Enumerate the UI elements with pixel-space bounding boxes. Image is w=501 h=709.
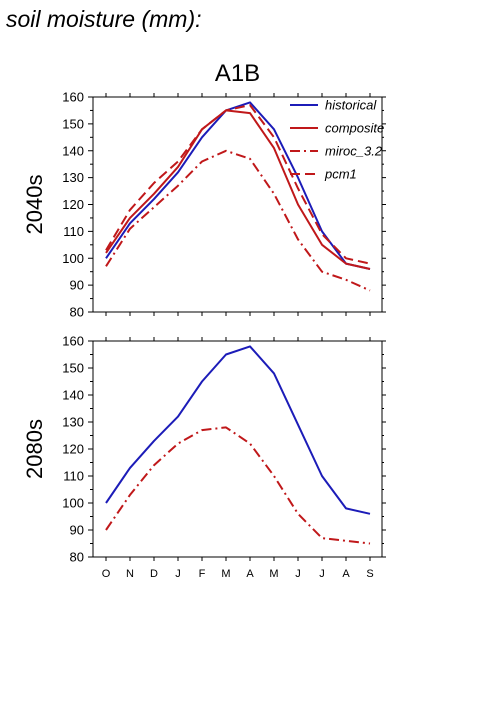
series-line-1	[105, 426, 371, 545]
x-tick-label: A	[342, 568, 350, 580]
y-tick-label: 160	[62, 90, 84, 105]
series-line-pcm1	[105, 104, 371, 265]
x-tick-label: O	[102, 568, 111, 580]
legend-label: pcm1	[324, 167, 357, 182]
chart-panel-2040s: 80 90 100 110 120 130 140 150 160 2040s A1B histori…	[22, 60, 386, 320]
plot-frame	[92, 340, 383, 558]
y-tick-label: 80	[70, 305, 84, 320]
x-tick-label: J	[319, 568, 325, 580]
y-tick-label: 150	[62, 116, 84, 131]
x-tick-label: N	[126, 568, 134, 580]
y-tick-label: 120	[62, 197, 84, 212]
legend-label: composite	[325, 121, 384, 136]
y-tick-label: 110	[63, 469, 84, 484]
y-tick-label: 140	[62, 143, 84, 158]
y-tick-label: 140	[62, 388, 84, 403]
legend: historical composite miroc_3.2 pcm1	[290, 98, 384, 182]
x-tick-label: M	[221, 568, 230, 580]
y-tick-label: 160	[62, 334, 84, 349]
y-tick-label: 130	[62, 170, 84, 185]
x-tick-label: J	[175, 568, 181, 580]
y-tick-label: 100	[62, 251, 84, 266]
legend-label: miroc_3.2	[325, 144, 383, 159]
y-tick-label: 130	[62, 415, 84, 430]
chart-title: A1B	[215, 60, 260, 87]
x-tick-label: A	[246, 568, 254, 580]
y-axis-label: 2040s	[22, 175, 47, 235]
page-title: soil moisture (mm):	[6, 6, 202, 32]
series-line-composite	[105, 109, 371, 270]
y-tick-label: 110	[63, 224, 84, 239]
series-line-0	[105, 345, 371, 515]
chart-panel-2080s: 80 90 100 110 120 130 140 150 160 O N D J F M A M J J A S 208…	[22, 334, 386, 580]
y-tick-label: 90	[70, 523, 84, 538]
y-tick-label: 100	[62, 496, 84, 511]
y-tick-label: 150	[62, 361, 84, 376]
legend-label: historical	[325, 98, 377, 113]
y-tick-label: 120	[62, 442, 84, 457]
x-tick-label: J	[295, 568, 301, 580]
y-tick-label: 90	[70, 278, 84, 293]
x-tick-label: S	[366, 568, 373, 580]
series-line-miroc-3-2	[105, 149, 371, 292]
y-axis-label: 2080s	[22, 419, 47, 479]
x-tick-label: F	[199, 568, 206, 580]
x-tick-label: M	[269, 568, 278, 580]
x-tick-label: D	[150, 568, 158, 580]
y-tick-label: 80	[70, 550, 84, 565]
